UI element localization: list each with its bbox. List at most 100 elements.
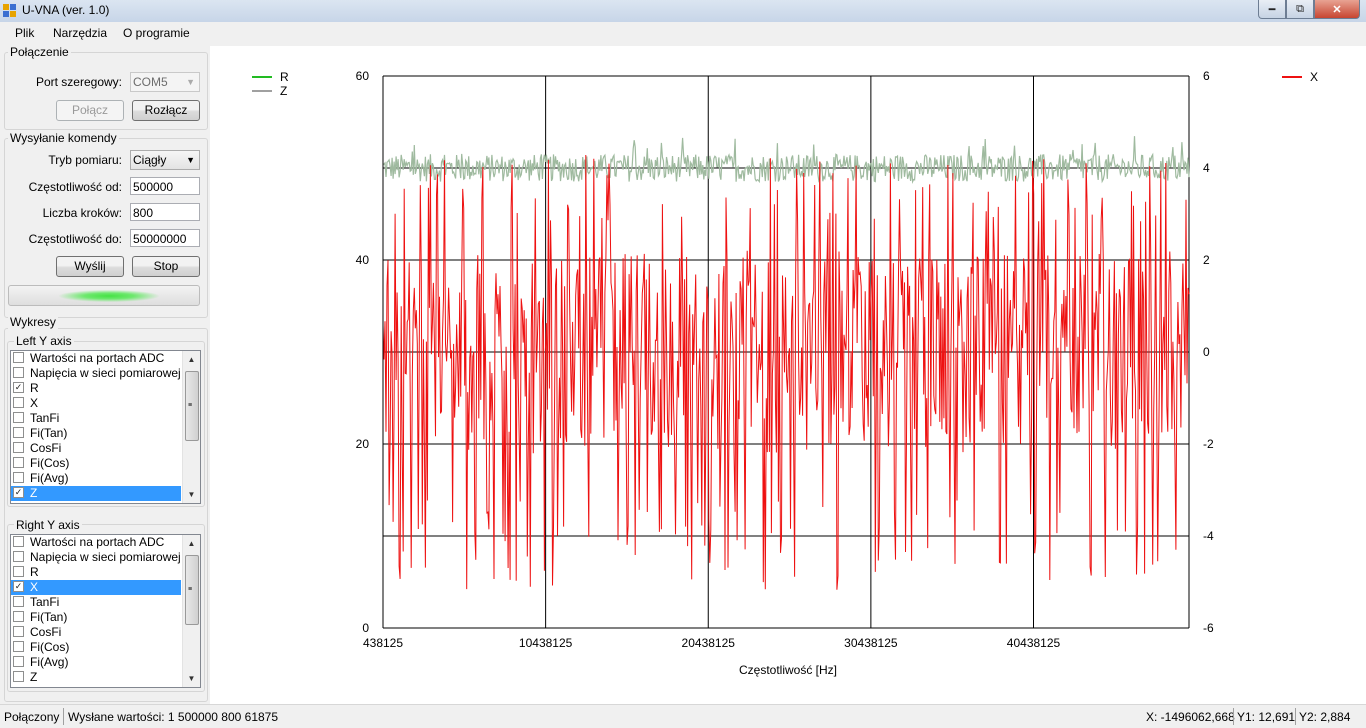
port-combo[interactable]: COM5 ▼ bbox=[130, 72, 200, 92]
scroll-thumb[interactable]: ≡ bbox=[185, 371, 199, 441]
title-bar: U-VNA (ver. 1.0) ━ ⧉ ✕ bbox=[0, 0, 1366, 23]
checkbox[interactable] bbox=[13, 457, 24, 468]
connect-button[interactable]: Połącz bbox=[56, 100, 124, 121]
left-panel: Połączenie Port szeregowy: COM5 ▼ Połącz… bbox=[2, 44, 208, 704]
checkbox[interactable] bbox=[13, 412, 24, 423]
checkbox[interactable] bbox=[13, 352, 24, 363]
left-axis-item[interactable]: ✓ R bbox=[11, 381, 181, 396]
checkbox[interactable] bbox=[13, 656, 24, 667]
right-axis-item[interactable]: R bbox=[11, 565, 181, 580]
scroll-thumb[interactable]: ≡ bbox=[185, 555, 199, 625]
right-axis-item-label: CosFi bbox=[30, 625, 62, 639]
left-axis-item-label: R bbox=[30, 381, 39, 395]
menu-o-programie[interactable]: O programie bbox=[123, 26, 190, 40]
right-axis-item[interactable]: TanFi bbox=[11, 595, 181, 610]
x-tick-label: 20438125 bbox=[682, 636, 736, 650]
left-axis-item[interactable]: Fi(Cos) bbox=[11, 456, 181, 471]
y-tick-label-left: 40 bbox=[356, 253, 370, 267]
right-axis-item[interactable]: Fi(Tan) bbox=[11, 610, 181, 625]
checkbox[interactable] bbox=[13, 626, 24, 637]
right-axis-item-label: TanFi bbox=[30, 595, 60, 609]
send-button[interactable]: Wyślij bbox=[56, 256, 124, 277]
legend-label-z: Z bbox=[280, 84, 288, 98]
left-axis-item[interactable]: Wartości na portach ADC bbox=[11, 351, 181, 366]
left-list-scrollbar[interactable]: ▲ ≡ ▼ bbox=[182, 351, 200, 503]
disconnect-button[interactable]: Rozłącz bbox=[132, 100, 200, 121]
stop-button[interactable]: Stop bbox=[132, 256, 200, 277]
chart-area: R Z X 0 20 40 60 -6 -4 -2 0 2 4 6 438125 10438125 204… bbox=[210, 46, 1366, 704]
checkbox[interactable] bbox=[13, 536, 24, 547]
chart-svg[interactable]: 0 20 40 60 -6 -4 -2 0 2 4 6 438125 10438125 20438125 3… bbox=[210, 46, 1366, 704]
checkbox[interactable]: ✓ bbox=[13, 382, 24, 393]
checkbox[interactable] bbox=[13, 472, 24, 483]
status-connected: Połączony bbox=[4, 710, 60, 724]
scroll-up-icon[interactable]: ▲ bbox=[187, 355, 196, 364]
mode-combo[interactable]: Ciągły ▼ bbox=[130, 150, 200, 170]
right-axis-item-label: Napięcia w sieci pomiarowej bbox=[30, 550, 181, 564]
y-tick-label-left: 20 bbox=[356, 437, 370, 451]
checkbox[interactable] bbox=[13, 641, 24, 652]
close-icon: ✕ bbox=[1332, 3, 1342, 16]
status-y2: Y2: 2,884 bbox=[1299, 710, 1351, 724]
command-group-title: Wysyłanie komendy bbox=[8, 131, 119, 145]
checkbox[interactable]: ✓ bbox=[13, 581, 24, 592]
right-axis-item[interactable]: Wartości na portach ADC bbox=[11, 535, 181, 550]
left-axis-item[interactable]: TanFi bbox=[11, 411, 181, 426]
freq-from-input[interactable]: 500000 bbox=[130, 177, 200, 195]
left-axis-item[interactable]: Fi(Avg) bbox=[11, 471, 181, 486]
close-button[interactable]: ✕ bbox=[1314, 0, 1360, 19]
minimize-button[interactable]: ━ bbox=[1258, 0, 1286, 19]
scroll-up-icon[interactable]: ▲ bbox=[187, 539, 196, 548]
scroll-down-icon[interactable]: ▼ bbox=[187, 490, 196, 499]
right-axis-item[interactable]: CosFi bbox=[11, 625, 181, 640]
checkbox[interactable] bbox=[13, 551, 24, 562]
left-axis-item-label: Fi(Avg) bbox=[30, 471, 69, 485]
y-tick-label-right: 4 bbox=[1203, 161, 1210, 175]
checkbox[interactable] bbox=[13, 671, 24, 682]
freq-to-input[interactable]: 50000000 bbox=[130, 229, 200, 247]
series-line-x bbox=[382, 154, 1190, 590]
checkbox[interactable] bbox=[13, 442, 24, 453]
left-axis-item[interactable]: CosFi bbox=[11, 441, 181, 456]
steps-input[interactable]: 800 bbox=[130, 203, 200, 221]
left-axis-item-label: CosFi bbox=[30, 441, 62, 455]
legend-item-r: R bbox=[252, 70, 289, 84]
right-list-scrollbar[interactable]: ▲ ≡ ▼ bbox=[182, 535, 200, 687]
right-axis-title: Right Y axis bbox=[14, 518, 82, 532]
chevron-down-icon: ▼ bbox=[186, 155, 195, 165]
y-tick-label-right: 2 bbox=[1203, 253, 1210, 267]
checkbox[interactable] bbox=[13, 427, 24, 438]
port-value: COM5 bbox=[133, 75, 168, 89]
checkbox[interactable]: ✓ bbox=[13, 487, 24, 498]
right-axis-list: Wartości na portach ADC Napięcia w sieci … bbox=[10, 534, 201, 688]
connection-group bbox=[4, 52, 208, 130]
left-axis-item[interactable]: Fi(Tan) bbox=[11, 426, 181, 441]
left-axis-item[interactable]: Napięcia w sieci pomiarowej bbox=[11, 366, 181, 381]
y-tick-label-right: -2 bbox=[1203, 437, 1214, 451]
right-axis-item[interactable]: Fi(Avg) bbox=[11, 655, 181, 670]
maximize-button[interactable]: ⧉ bbox=[1286, 0, 1314, 19]
left-axis-item[interactable]: X bbox=[11, 396, 181, 411]
right-axis-item[interactable]: Z bbox=[11, 670, 181, 685]
left-axis-item-label: X bbox=[30, 396, 39, 410]
menu-narzedzia[interactable]: Narzędzia bbox=[53, 26, 108, 40]
right-axis-item[interactable]: Fi(Cos) bbox=[11, 640, 181, 655]
checkbox[interactable] bbox=[13, 596, 24, 607]
checkbox[interactable] bbox=[13, 566, 24, 577]
right-axis-item[interactable]: Napięcia w sieci pomiarowej bbox=[11, 550, 181, 565]
plots-group bbox=[4, 328, 208, 702]
checkbox[interactable] bbox=[13, 611, 24, 622]
checkbox[interactable] bbox=[13, 397, 24, 408]
menu-plik[interactable]: Plik bbox=[15, 26, 35, 40]
minimize-icon: ━ bbox=[1268, 3, 1276, 16]
checkbox[interactable] bbox=[13, 367, 24, 378]
mode-label: Tryb pomiaru: bbox=[48, 153, 122, 167]
right-axis-item[interactable]: ✓ X bbox=[11, 580, 181, 595]
legend-left: R Z bbox=[252, 70, 289, 98]
left-axis-item[interactable]: ✓ Z bbox=[11, 486, 181, 501]
legend-right: X bbox=[1282, 70, 1318, 84]
status-x: X: -1496062,668 bbox=[1146, 710, 1235, 724]
x-tick-label: 438125 bbox=[363, 636, 403, 650]
steps-label: Liczba kroków: bbox=[42, 206, 122, 220]
scroll-down-icon[interactable]: ▼ bbox=[187, 674, 196, 683]
